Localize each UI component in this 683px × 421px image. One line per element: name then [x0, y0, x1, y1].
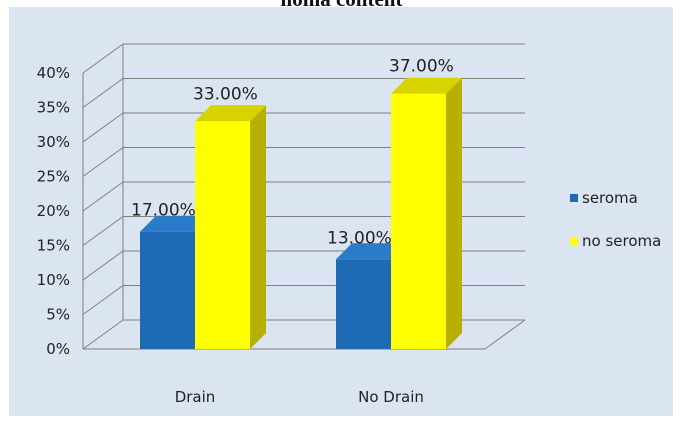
bar-top-no-seroma — [391, 77, 462, 94]
gridline-side — [82, 216, 124, 246]
bar-seroma — [140, 231, 195, 349]
gridline-side — [82, 147, 124, 177]
data-label: 37.00% — [389, 57, 454, 77]
gridline-side — [82, 78, 124, 108]
bar-no-seroma — [195, 121, 250, 349]
x-axis-categories: Drain No Drain — [175, 388, 424, 406]
floor-right-edge — [484, 319, 526, 350]
y-tick-label: 0% — [46, 340, 70, 358]
chart-title-cropped: noma content — [0, 0, 683, 12]
bar-side-no-seroma — [250, 105, 266, 349]
gridline-side — [82, 319, 124, 350]
gridline-side — [82, 112, 124, 143]
legend-swatch — [570, 194, 578, 202]
y-tick-label: 35% — [37, 99, 70, 117]
legend-swatch — [570, 237, 578, 245]
y-tick-label: 20% — [37, 202, 70, 220]
y-axis-ticks: 0% 5% 10% 15% 20% 25% 30% 35% 40% — [37, 64, 70, 358]
data-labels: 17.00% 33.00% 13.00% 37.00% — [131, 57, 454, 249]
legend-label: no seroma — [582, 232, 661, 250]
gridline-side — [82, 285, 124, 315]
bar-top-no-seroma — [195, 105, 266, 122]
y-tick-label: 15% — [37, 237, 70, 255]
legend: seroma no seroma — [570, 189, 661, 250]
y-tick-label: 30% — [37, 133, 70, 151]
gridline-side — [82, 250, 124, 281]
x-category-label: No Drain — [358, 388, 424, 406]
y-tick-label: 25% — [37, 168, 70, 186]
bar-side-no-seroma — [446, 77, 462, 349]
bars — [140, 77, 462, 349]
data-label: 13.00% — [327, 228, 392, 248]
legend-label: seroma — [582, 189, 638, 207]
gridline-side — [82, 43, 124, 74]
y-tick-label: 40% — [37, 64, 70, 82]
y-tick-label: 5% — [46, 306, 70, 324]
bar-no-seroma — [391, 93, 446, 349]
bar-top-seroma — [336, 243, 407, 260]
gridline-side — [82, 181, 124, 212]
data-label: 17.00% — [131, 201, 196, 221]
bar-seroma — [336, 259, 391, 349]
bar-top-seroma — [140, 215, 211, 232]
x-category-label: Drain — [175, 388, 216, 406]
data-label: 33.00% — [193, 84, 258, 104]
y-tick-label: 10% — [37, 271, 70, 289]
